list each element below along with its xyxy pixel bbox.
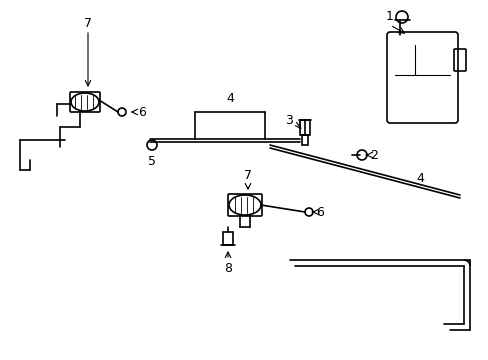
Text: 2: 2 (369, 149, 377, 162)
Text: 7: 7 (244, 169, 251, 182)
Text: 8: 8 (224, 262, 231, 275)
Text: 5: 5 (148, 155, 156, 168)
Text: 7: 7 (84, 17, 92, 30)
Text: 3: 3 (285, 113, 292, 126)
Bar (299, 120, 309, 135)
Text: 4: 4 (225, 92, 233, 105)
Text: 1: 1 (385, 10, 393, 23)
Text: 4: 4 (415, 172, 423, 185)
Text: 6: 6 (138, 105, 145, 118)
Bar (302, 135, 307, 145)
Bar (223, 232, 232, 245)
Text: 6: 6 (315, 206, 323, 219)
